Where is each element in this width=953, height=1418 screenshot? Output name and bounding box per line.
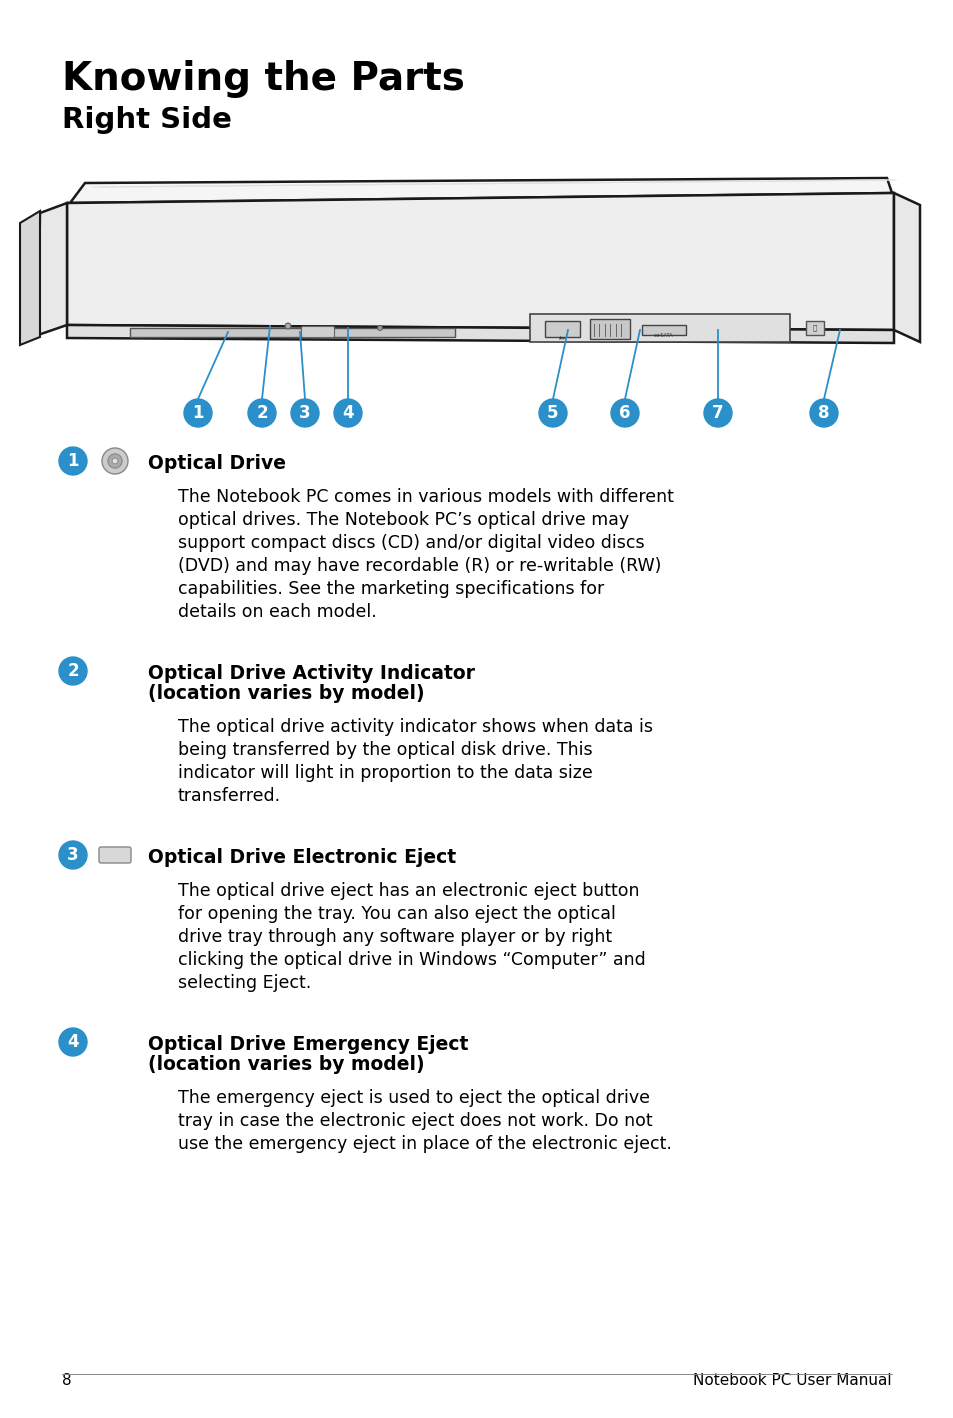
- Text: (DVD) and may have recordable (R) or re-writable (RW): (DVD) and may have recordable (R) or re-…: [178, 557, 660, 576]
- Polygon shape: [67, 325, 893, 343]
- Text: 8: 8: [818, 404, 829, 423]
- Circle shape: [809, 398, 837, 427]
- Text: for opening the tray. You can also eject the optical: for opening the tray. You can also eject…: [178, 905, 616, 923]
- Circle shape: [102, 448, 128, 474]
- Circle shape: [538, 398, 566, 427]
- Text: 🔒: 🔒: [812, 325, 817, 332]
- Text: optical drives. The Notebook PC’s optical drive may: optical drives. The Notebook PC’s optica…: [178, 510, 628, 529]
- Circle shape: [59, 447, 87, 475]
- Text: The emergency eject is used to eject the optical drive: The emergency eject is used to eject the…: [178, 1089, 649, 1107]
- Text: Optical Drive Electronic Eject: Optical Drive Electronic Eject: [148, 848, 456, 866]
- Text: 3: 3: [299, 404, 311, 423]
- Circle shape: [59, 657, 87, 685]
- Text: use the emergency eject in place of the electronic eject.: use the emergency eject in place of the …: [178, 1134, 671, 1153]
- Circle shape: [285, 323, 291, 329]
- Polygon shape: [20, 211, 40, 345]
- Text: 2: 2: [256, 404, 268, 423]
- Polygon shape: [893, 193, 919, 342]
- Text: 1: 1: [193, 404, 204, 423]
- Circle shape: [248, 398, 275, 427]
- Circle shape: [703, 398, 731, 427]
- Text: The optical drive activity indicator shows when data is: The optical drive activity indicator sho…: [178, 718, 652, 736]
- Text: details on each model.: details on each model.: [178, 603, 376, 621]
- Text: 7: 7: [712, 404, 723, 423]
- Text: (location varies by model): (location varies by model): [148, 1055, 424, 1073]
- Text: transferred.: transferred.: [178, 787, 281, 805]
- Circle shape: [184, 398, 212, 427]
- Circle shape: [377, 326, 382, 330]
- Polygon shape: [38, 203, 67, 335]
- Bar: [589, 319, 629, 339]
- Text: 3: 3: [67, 847, 79, 864]
- Circle shape: [59, 1028, 87, 1056]
- Text: Knowing the Parts: Knowing the Parts: [62, 60, 464, 98]
- Text: 8: 8: [62, 1373, 71, 1388]
- Polygon shape: [67, 193, 893, 330]
- Text: tray in case the electronic eject does not work. Do not: tray in case the electronic eject does n…: [178, 1112, 652, 1130]
- FancyBboxPatch shape: [99, 847, 131, 864]
- Text: ★←: ★←: [557, 336, 566, 340]
- Text: Optical Drive Activity Indicator: Optical Drive Activity Indicator: [148, 664, 475, 683]
- Text: 1: 1: [67, 452, 79, 469]
- Text: clicking the optical drive in Windows “Computer” and: clicking the optical drive in Windows “C…: [178, 951, 645, 968]
- Text: Notebook PC User Manual: Notebook PC User Manual: [693, 1373, 891, 1388]
- Circle shape: [334, 398, 361, 427]
- Circle shape: [291, 398, 318, 427]
- Text: 6: 6: [618, 404, 630, 423]
- Text: The optical drive eject has an electronic eject button: The optical drive eject has an electroni…: [178, 882, 639, 900]
- Text: 4: 4: [342, 404, 354, 423]
- Text: capabilities. See the marketing specifications for: capabilities. See the marketing specific…: [178, 580, 603, 598]
- Bar: [530, 313, 789, 342]
- Text: support compact discs (CD) and/or digital video discs: support compact discs (CD) and/or digita…: [178, 535, 644, 552]
- Bar: [641, 325, 685, 335]
- Text: 2: 2: [67, 662, 79, 681]
- Text: being transferred by the optical disk drive. This: being transferred by the optical disk dr…: [178, 742, 592, 759]
- Circle shape: [610, 398, 639, 427]
- Text: 4: 4: [67, 1032, 79, 1051]
- Text: 5: 5: [547, 404, 558, 423]
- Text: The Notebook PC comes in various models with different: The Notebook PC comes in various models …: [178, 488, 673, 506]
- Text: selecting Eject.: selecting Eject.: [178, 974, 311, 993]
- Circle shape: [112, 458, 118, 464]
- Polygon shape: [70, 179, 891, 203]
- Text: (location varies by model): (location varies by model): [148, 683, 424, 703]
- Text: e★SATA: e★SATA: [654, 333, 673, 337]
- Bar: [805, 320, 823, 335]
- FancyBboxPatch shape: [301, 326, 335, 337]
- Text: drive tray through any software player or by right: drive tray through any software player o…: [178, 927, 612, 946]
- Text: Optical Drive: Optical Drive: [148, 454, 286, 474]
- Text: Right Side: Right Side: [62, 106, 232, 133]
- Circle shape: [59, 841, 87, 869]
- Bar: [544, 320, 579, 337]
- Text: indicator will light in proportion to the data size: indicator will light in proportion to th…: [178, 764, 592, 781]
- Circle shape: [108, 454, 122, 468]
- Bar: [130, 328, 455, 336]
- Text: Optical Drive Emergency Eject: Optical Drive Emergency Eject: [148, 1035, 468, 1054]
